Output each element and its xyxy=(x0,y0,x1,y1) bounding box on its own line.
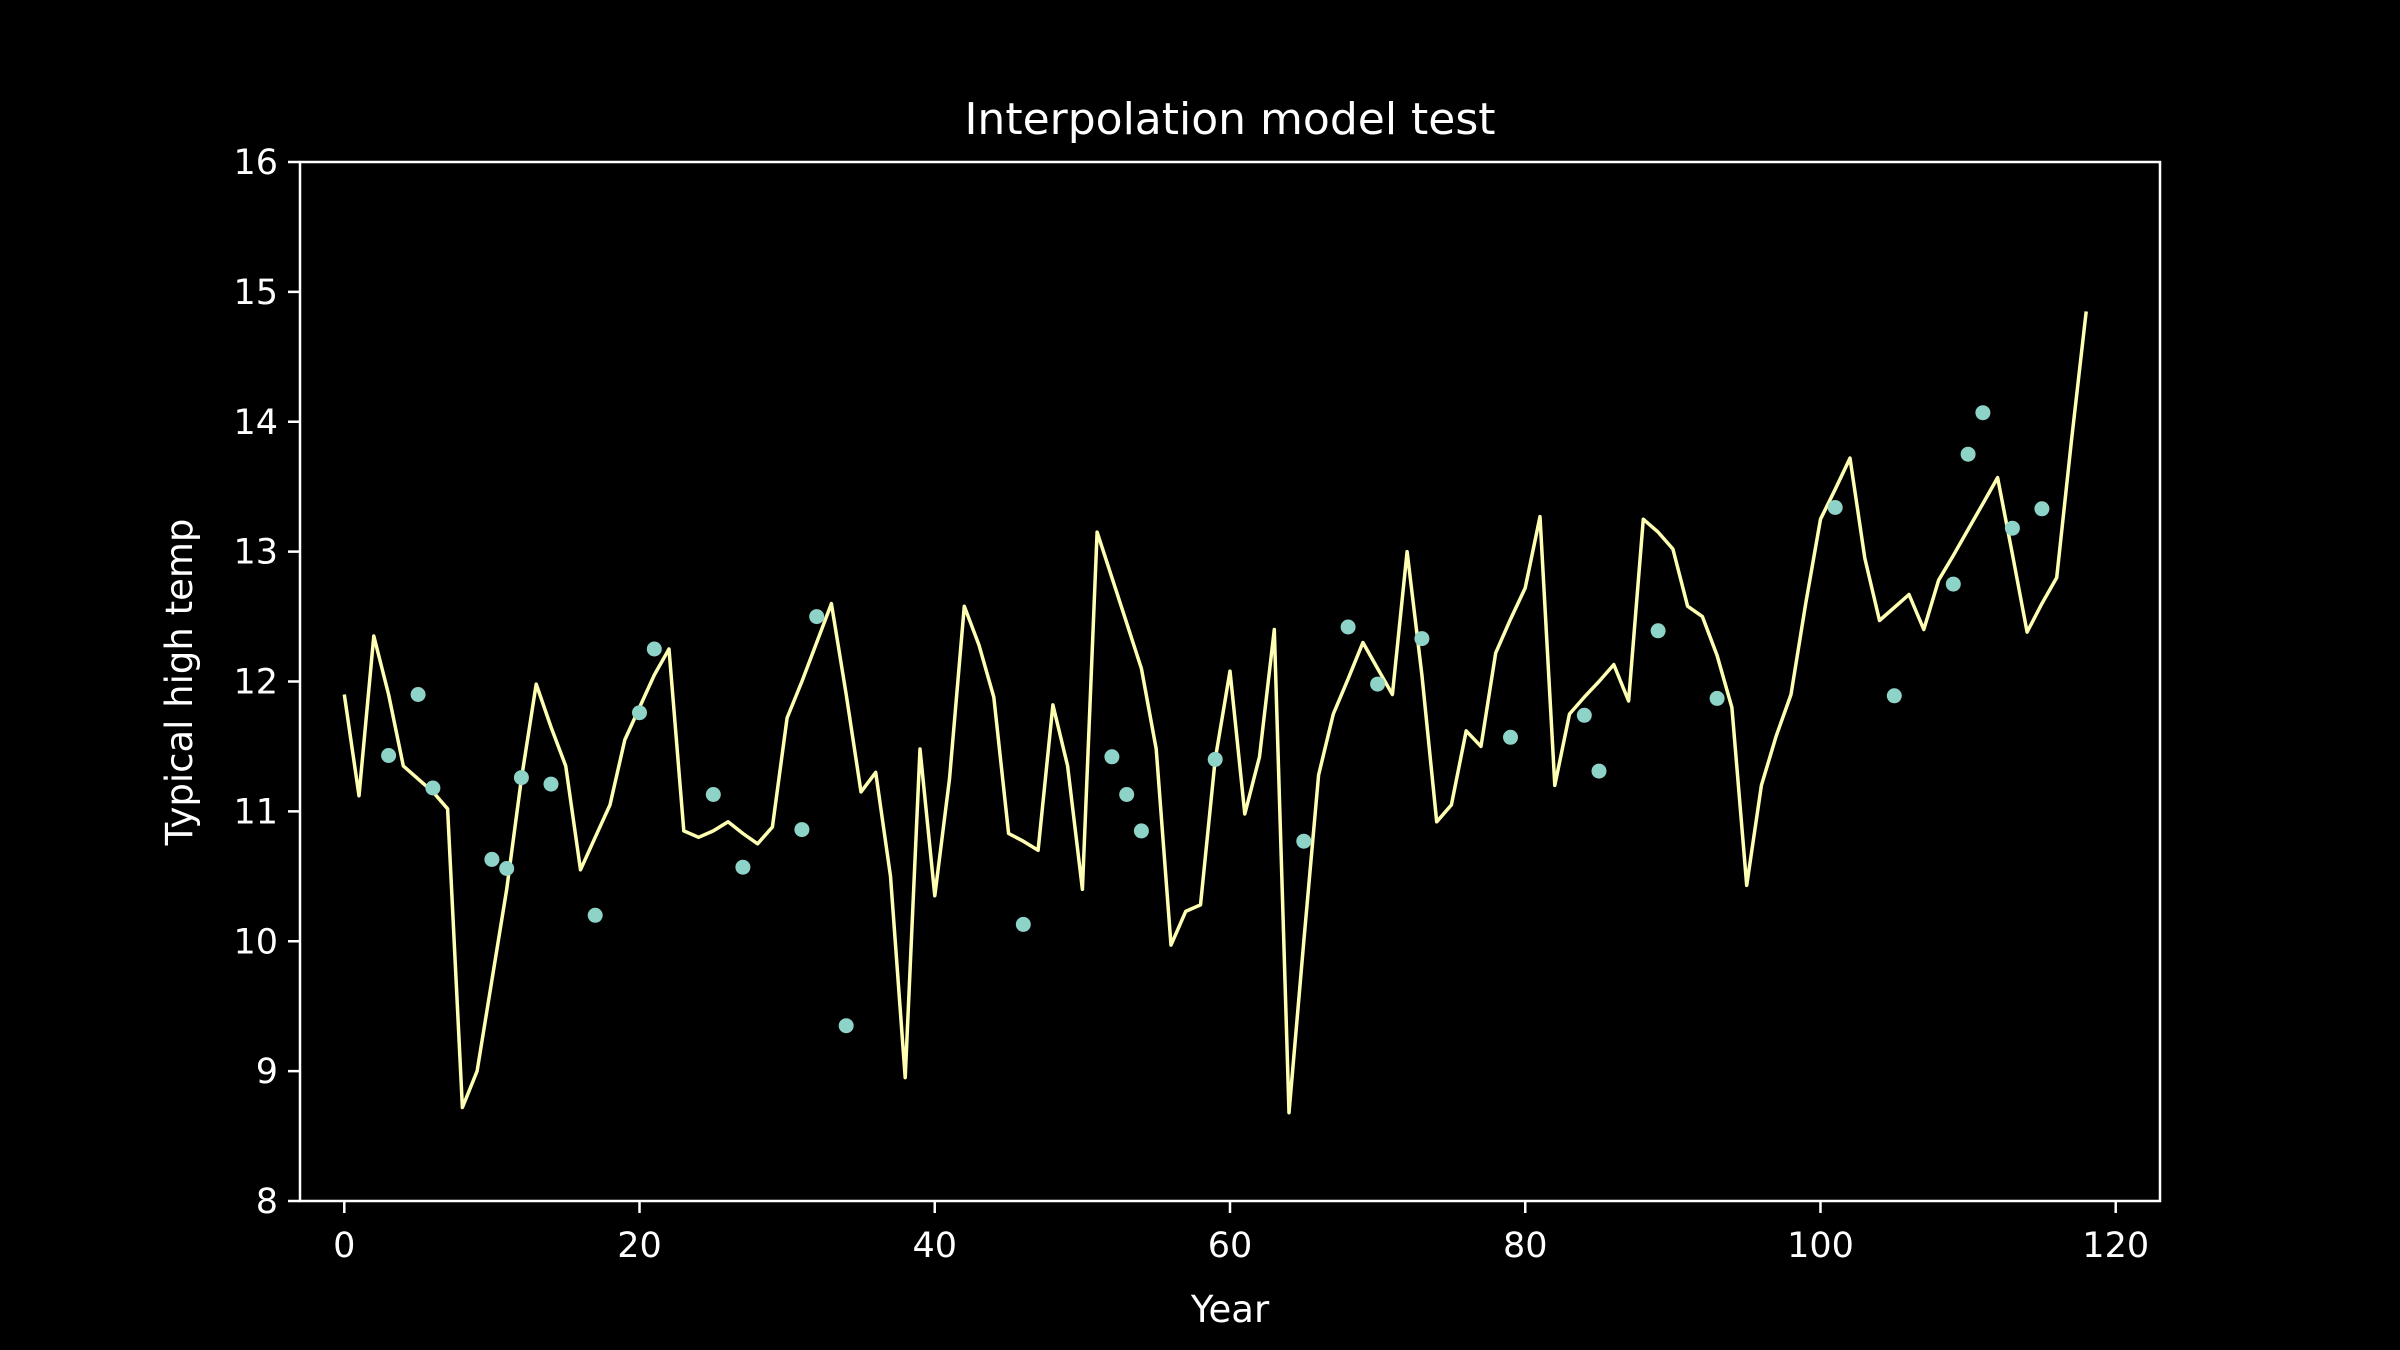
x-axis-label: Year xyxy=(1190,1288,1270,1331)
y-tick-label: 13 xyxy=(233,533,278,573)
scatter-point xyxy=(1576,707,1592,723)
scatter-point xyxy=(1945,576,1961,592)
scatter-point xyxy=(1207,751,1223,767)
y-tick-label: 16 xyxy=(233,143,278,183)
scatter-point xyxy=(1119,787,1135,802)
scatter-point xyxy=(425,780,441,796)
scatter-point xyxy=(646,641,662,657)
y-tick-label: 15 xyxy=(233,273,278,313)
y-tick-label: 9 xyxy=(256,1052,278,1092)
scatter-point xyxy=(2034,501,2050,517)
scatter-point xyxy=(632,705,647,721)
plot-area xyxy=(342,311,2088,1115)
scatter-point xyxy=(1650,623,1666,639)
scatter-point xyxy=(794,822,810,838)
scatter-point xyxy=(1503,729,1518,745)
scatter-point xyxy=(1827,500,1843,515)
y-tick-label: 11 xyxy=(233,792,278,832)
scatter-point xyxy=(381,748,397,763)
scatter-point xyxy=(1015,916,1031,932)
scatter-point xyxy=(1960,446,1976,462)
x-tick-label: 100 xyxy=(1787,1226,1854,1266)
y-tick-label: 14 xyxy=(233,403,278,443)
x-tick-label: 0 xyxy=(333,1226,355,1266)
scatter-point xyxy=(1104,749,1120,765)
scatter-point xyxy=(1709,690,1725,706)
scatter-point xyxy=(1370,676,1386,692)
scatter-point xyxy=(2004,520,2020,536)
scatter-point xyxy=(1414,631,1430,647)
scatter-point xyxy=(587,907,603,923)
x-axis: 0 20 40 60 80 100 120 xyxy=(333,1201,2149,1266)
scatter-point xyxy=(705,787,721,802)
chart-title: Interpolation model test xyxy=(964,94,1495,145)
scatter-point xyxy=(1975,405,1991,421)
y-axis: 8 9 10 11 12 13 14 15 16 xyxy=(233,143,300,1222)
scatter-point xyxy=(1296,833,1312,849)
y-axis-label: Typical high temp xyxy=(158,519,201,847)
x-tick-label: 60 xyxy=(1208,1226,1253,1266)
x-tick-label: 80 xyxy=(1503,1226,1548,1266)
y-tick-label: 12 xyxy=(233,663,278,703)
scatter-point xyxy=(838,1018,854,1034)
x-tick-label: 120 xyxy=(2082,1226,2149,1266)
scatter-point xyxy=(513,770,529,786)
scatter-point xyxy=(410,687,426,702)
y-tick-label: 10 xyxy=(233,922,278,962)
y-tick-label: 8 xyxy=(256,1182,278,1222)
scatter-point xyxy=(543,776,559,792)
scatter-point xyxy=(1133,823,1149,839)
x-tick-label: 40 xyxy=(912,1226,957,1266)
scatter-point xyxy=(1886,688,1902,704)
scatter-point xyxy=(1340,619,1356,635)
x-tick-label: 20 xyxy=(617,1226,662,1266)
scatter-point xyxy=(484,851,500,867)
scatter-point xyxy=(499,861,515,876)
scatter-point xyxy=(735,859,751,875)
scatter-point xyxy=(1591,763,1607,779)
scatter-point xyxy=(809,609,825,625)
